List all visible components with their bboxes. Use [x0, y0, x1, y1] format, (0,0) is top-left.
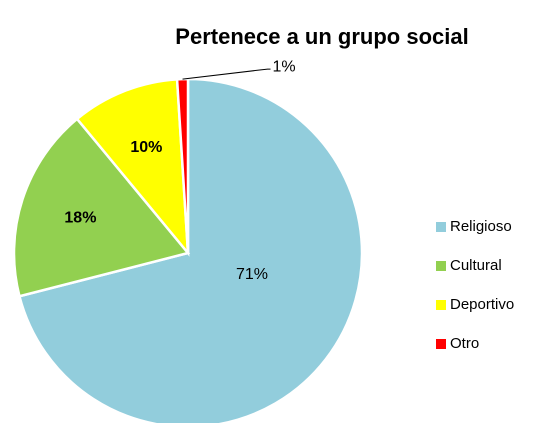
legend-label: Otro: [450, 335, 479, 352]
legend-label: Cultural: [450, 257, 502, 274]
data-label: 10%: [130, 139, 162, 156]
data-label: 18%: [64, 209, 96, 226]
legend-swatch: [436, 339, 446, 349]
legend-swatch: [436, 222, 446, 232]
pie-slice: [175, 77, 190, 254]
legend-label: Deportivo: [450, 296, 514, 313]
legend-swatch: [436, 261, 446, 271]
pie-slice: [75, 78, 190, 257]
pie-slice: [17, 77, 364, 423]
data-label: 71%: [236, 266, 268, 283]
legend-swatch: [436, 300, 446, 310]
legend-label: Religioso: [450, 218, 512, 235]
data-label: 1%: [273, 58, 296, 75]
chart-title: Pertenece a un grupo social: [175, 24, 468, 49]
leader-line: [182, 68, 271, 80]
pie-slice: [12, 117, 191, 298]
